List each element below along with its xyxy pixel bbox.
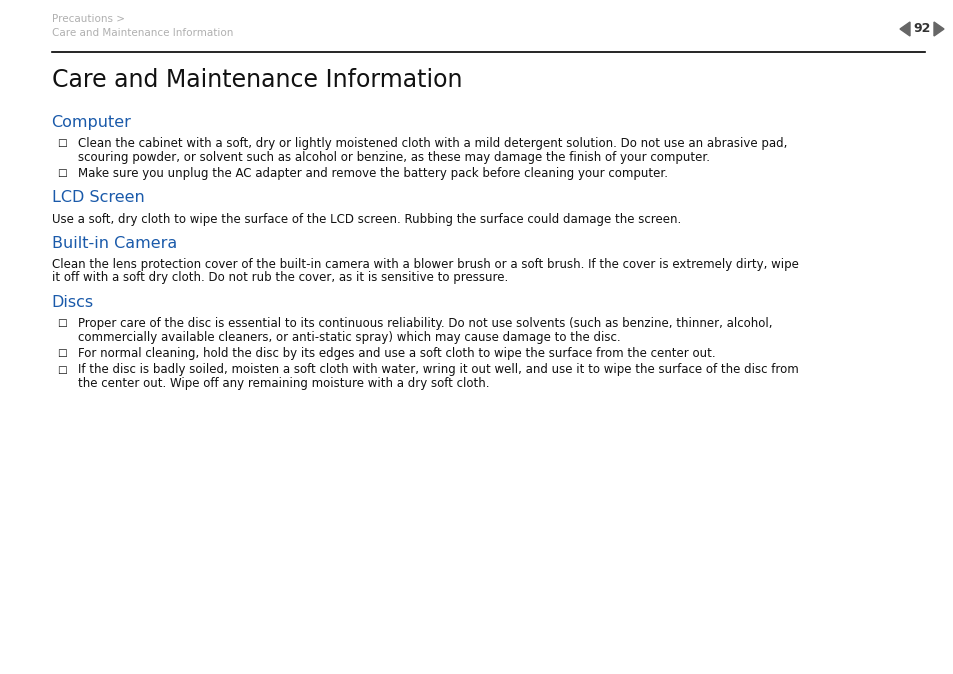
Text: Use a soft, dry cloth to wipe the surface of the LCD screen. Rubbing the surface: Use a soft, dry cloth to wipe the surfac… — [51, 212, 680, 226]
Text: □: □ — [57, 348, 67, 358]
Text: Care and Maintenance Information: Care and Maintenance Information — [51, 28, 233, 38]
Text: □: □ — [57, 365, 67, 375]
Text: Computer: Computer — [51, 115, 132, 130]
Polygon shape — [899, 22, 909, 36]
Text: commercially available cleaners, or anti-static spray) which may cause damage to: commercially available cleaners, or anti… — [78, 330, 620, 344]
Text: Discs: Discs — [51, 295, 93, 310]
Text: Care and Maintenance Information: Care and Maintenance Information — [51, 68, 461, 92]
Polygon shape — [933, 22, 943, 36]
Text: For normal cleaning, hold the disc by its edges and use a soft cloth to wipe the: For normal cleaning, hold the disc by it… — [78, 347, 715, 360]
Text: □: □ — [57, 138, 67, 148]
Text: Proper care of the disc is essential to its continuous reliability. Do not use s: Proper care of the disc is essential to … — [78, 317, 772, 330]
Text: If the disc is badly soiled, moisten a soft cloth with water, wring it out well,: If the disc is badly soiled, moisten a s… — [78, 363, 799, 377]
Text: scouring powder, or solvent such as alcohol or benzine, as these may damage the : scouring powder, or solvent such as alco… — [78, 150, 709, 164]
Text: LCD Screen: LCD Screen — [51, 191, 144, 206]
Text: it off with a soft dry cloth. Do not rub the cover, as it is sensitive to pressu: it off with a soft dry cloth. Do not rub… — [51, 272, 507, 284]
Text: Clean the lens protection cover of the built-in camera with a blower brush or a : Clean the lens protection cover of the b… — [51, 258, 798, 271]
Text: Make sure you unplug the AC adapter and remove the battery pack before cleaning : Make sure you unplug the AC adapter and … — [78, 167, 667, 180]
Text: the center out. Wipe off any remaining moisture with a dry soft cloth.: the center out. Wipe off any remaining m… — [78, 377, 489, 390]
Text: Clean the cabinet with a soft, dry or lightly moistened cloth with a mild deterg: Clean the cabinet with a soft, dry or li… — [78, 137, 787, 150]
Text: □: □ — [57, 318, 67, 328]
Text: Built-in Camera: Built-in Camera — [51, 236, 176, 251]
Text: Precautions >: Precautions > — [51, 14, 125, 24]
Text: 92: 92 — [912, 22, 930, 36]
Text: □: □ — [57, 168, 67, 178]
